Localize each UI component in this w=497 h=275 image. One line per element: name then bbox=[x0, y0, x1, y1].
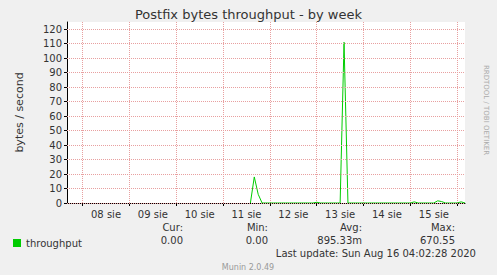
svg-text:15 sie: 15 sie bbox=[419, 209, 449, 220]
svg-text:0: 0 bbox=[56, 198, 62, 209]
svg-text:10: 10 bbox=[49, 183, 62, 194]
svg-text:Munin 2.0.49: Munin 2.0.49 bbox=[222, 263, 274, 272]
svg-text:Last update: Sun Aug 16 04:02:: Last update: Sun Aug 16 04:02:28 2020 bbox=[276, 248, 476, 259]
svg-text:30: 30 bbox=[49, 154, 62, 165]
svg-text:09 sie: 09 sie bbox=[138, 209, 168, 220]
svg-text:Avg:: Avg: bbox=[340, 222, 362, 233]
svg-text:70: 70 bbox=[49, 96, 62, 107]
svg-text:Min:: Min: bbox=[247, 222, 268, 233]
svg-text:bytes / second: bytes / second bbox=[13, 72, 26, 152]
svg-text:Max:: Max: bbox=[431, 222, 455, 233]
svg-text:13 sie: 13 sie bbox=[325, 209, 355, 220]
svg-text:14 sie: 14 sie bbox=[372, 209, 402, 220]
svg-text:40: 40 bbox=[49, 140, 62, 151]
svg-text:80: 80 bbox=[49, 82, 62, 93]
svg-text:50: 50 bbox=[49, 125, 62, 136]
svg-text:11 sie: 11 sie bbox=[231, 209, 261, 220]
svg-text:110: 110 bbox=[43, 38, 62, 49]
svg-text:08 sie: 08 sie bbox=[91, 209, 121, 220]
svg-text:120: 120 bbox=[43, 24, 62, 35]
svg-text:12 sie: 12 sie bbox=[278, 209, 308, 220]
svg-text:0.00: 0.00 bbox=[246, 235, 268, 246]
svg-text:10 sie: 10 sie bbox=[185, 209, 215, 220]
svg-text:670.55: 670.55 bbox=[420, 235, 455, 246]
svg-text:895.33m: 895.33m bbox=[317, 235, 362, 246]
svg-text:throughput: throughput bbox=[26, 238, 82, 249]
svg-text:20: 20 bbox=[49, 169, 62, 180]
svg-text:RRDTOOL / TOBI OETIKER: RRDTOOL / TOBI OETIKER bbox=[482, 65, 490, 155]
svg-text:60: 60 bbox=[49, 111, 62, 122]
svg-text:Postfix bytes throughput - by: Postfix bytes throughput - by week bbox=[135, 7, 362, 22]
svg-text:0.00: 0.00 bbox=[161, 235, 183, 246]
svg-text:100: 100 bbox=[43, 53, 62, 64]
svg-text:90: 90 bbox=[49, 67, 62, 78]
svg-text:Cur:: Cur: bbox=[162, 222, 183, 233]
